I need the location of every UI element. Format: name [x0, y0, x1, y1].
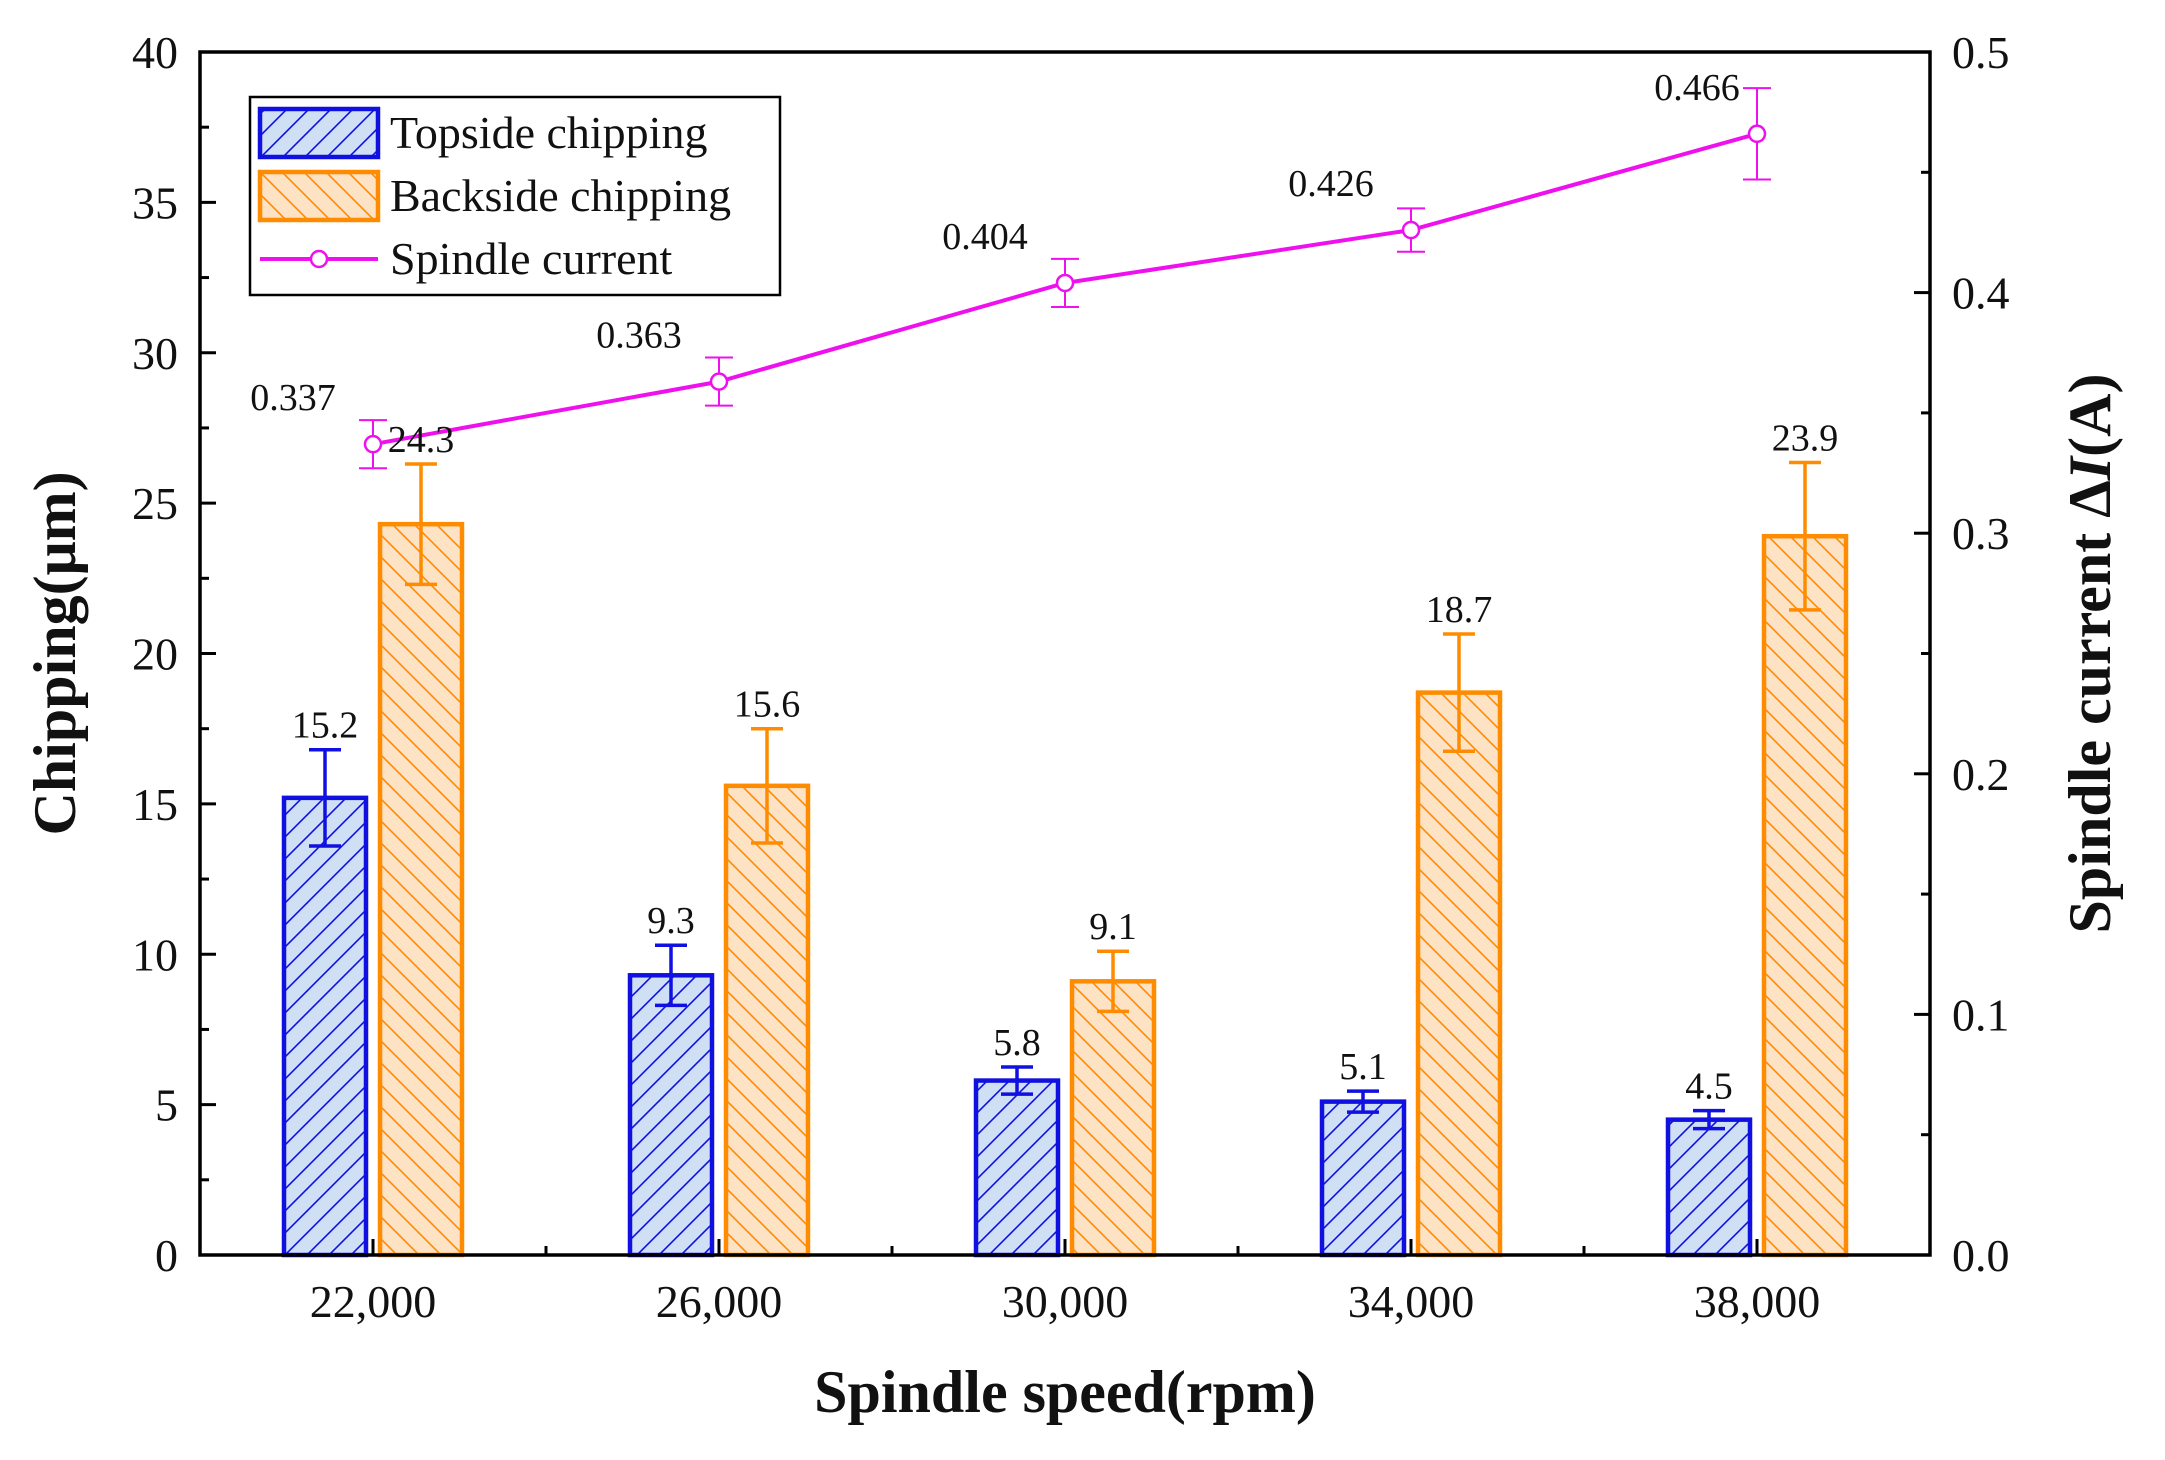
data-label-topside-4: 4.5	[1685, 1066, 1733, 1108]
chart-legend: Topside chipping Backside chipping Spindle…	[248, 95, 782, 297]
data-label-topside-2: 5.8	[993, 1022, 1041, 1064]
y-tick-label-right: 0.4	[1952, 268, 2010, 319]
y-axis-title-right: Spindle current ΔI(A)	[2057, 374, 2123, 934]
error-bar-topside-4	[1693, 1108, 1725, 1131]
y-axis-title-right-prefix: Spindle current Δ	[2057, 480, 2123, 933]
bar-topside-3	[1319, 1099, 1407, 1258]
error-bar-backside-1	[751, 726, 783, 845]
error-bar-backside-4	[1789, 460, 1821, 612]
bar-backside-0	[377, 521, 465, 1258]
chart-text: 15.2 9.3 5.8 5.1 4.5 24.3 15.6 9.1 18.7 23.9 0.337…	[22, 27, 2123, 1425]
bar-backside-4	[1761, 533, 1849, 1258]
y-axis-title-right-italic: I	[2057, 454, 2123, 481]
data-label-topside-0: 15.2	[292, 705, 359, 747]
y-tick-label-left: 30	[132, 328, 178, 379]
data-label-current-4: 0.466	[1654, 67, 1740, 109]
y-tick-label-right: 0.2	[1952, 749, 2010, 800]
error-bar-backside-0	[405, 462, 437, 587]
bar-topside-0	[281, 795, 369, 1258]
error-bar-backside-2	[1097, 949, 1129, 1014]
y-tick-label-right: 0.3	[1952, 508, 2010, 559]
y-axis-title-left: Chipping(μm)	[22, 471, 88, 835]
bar-backside-3	[1415, 690, 1503, 1258]
error-bar-topside-0	[309, 747, 341, 848]
y-tick-label-left: 20	[132, 629, 178, 680]
error-bar-backside-3	[1443, 632, 1475, 753]
legend-swatch-backside	[257, 169, 381, 223]
point-current-0	[363, 434, 383, 454]
y-tick-label-left: 15	[132, 779, 178, 830]
error-bar-topside-1	[655, 943, 687, 1008]
legend-swatch-topside	[257, 106, 381, 160]
y-tick-label-left: 40	[132, 27, 178, 78]
bar-backside-2	[1069, 979, 1157, 1258]
legend-label-0: Topside chipping	[390, 107, 707, 158]
bar-topside-1	[627, 973, 715, 1258]
data-label-backside-4: 23.9	[1772, 418, 1839, 460]
x-tick-label: 30,000	[1002, 1276, 1129, 1327]
chart-marks	[281, 87, 1849, 1258]
x-tick-label: 26,000	[656, 1276, 783, 1327]
y-tick-label-left: 0	[155, 1230, 178, 1281]
y-tick-label-right: 0.5	[1952, 27, 2010, 78]
y-tick-label-left: 5	[155, 1080, 178, 1131]
data-label-current-2: 0.404	[942, 216, 1028, 258]
x-tick-label: 34,000	[1348, 1276, 1475, 1327]
point-current-2	[1055, 273, 1075, 293]
legend-label-2: Spindle current	[390, 233, 673, 284]
legend-swatch-marker	[309, 249, 329, 269]
data-label-backside-0: 24.3	[388, 419, 455, 461]
x-tick-label: 38,000	[1694, 1276, 1821, 1327]
bar-topside-4	[1665, 1117, 1753, 1258]
chart-axes	[198, 50, 1932, 1257]
data-label-backside-2: 9.1	[1089, 906, 1137, 948]
data-label-current-0: 0.337	[250, 377, 336, 419]
point-current-3	[1401, 220, 1421, 240]
data-label-backside-3: 18.7	[1426, 589, 1493, 631]
y-tick-label-left: 35	[132, 177, 178, 228]
data-label-current-1: 0.363	[596, 315, 682, 357]
y-tick-label-right: 0.0	[1952, 1230, 2010, 1281]
error-bar-topside-3	[1347, 1089, 1379, 1114]
error-bar-topside-2	[1001, 1065, 1033, 1096]
data-label-topside-1: 9.3	[647, 900, 695, 942]
point-current-4	[1747, 124, 1767, 144]
data-label-topside-3: 5.1	[1339, 1046, 1387, 1088]
point-current-1	[709, 372, 729, 391]
x-tick-label: 22,000	[310, 1276, 437, 1327]
y-tick-label-left: 10	[132, 929, 178, 980]
y-tick-label-left: 25	[132, 478, 178, 529]
y-tick-label-right: 0.1	[1952, 989, 2010, 1040]
bar-backside-1	[723, 783, 811, 1258]
data-label-backside-1: 15.6	[734, 684, 801, 726]
y-axis-title-right-suffix: (A)	[2057, 374, 2123, 457]
x-axis-title: Spindle speed(rpm)	[814, 1359, 1316, 1425]
bar-topside-2	[973, 1078, 1061, 1258]
data-label-current-3: 0.426	[1288, 163, 1374, 205]
legend-label-1: Backside chipping	[390, 170, 731, 221]
